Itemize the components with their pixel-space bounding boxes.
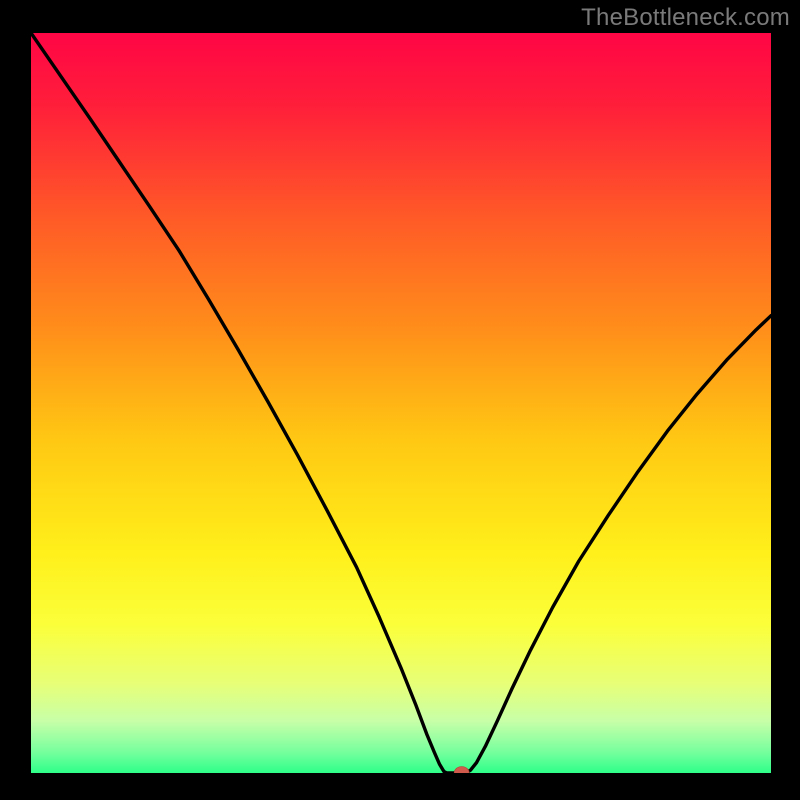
bottleneck-curve (31, 33, 771, 773)
plot-area (31, 33, 771, 773)
watermark-text: TheBottleneck.com (581, 4, 790, 32)
chart-svg (31, 33, 771, 773)
chart-container: TheBottleneck.com (0, 0, 800, 800)
optimal-point-marker (454, 767, 469, 774)
